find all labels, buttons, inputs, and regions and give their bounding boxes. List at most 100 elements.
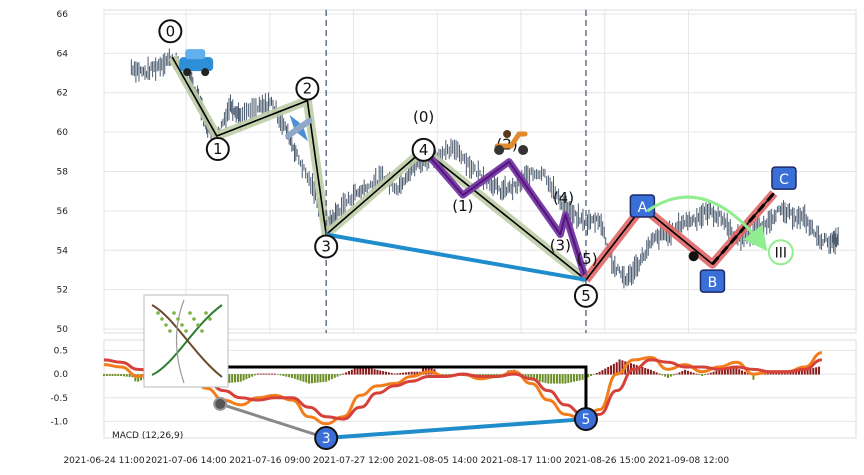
histogram-bar	[259, 373, 262, 375]
histogram-bar	[356, 367, 359, 375]
histogram-bar	[715, 370, 718, 375]
car-wheel	[183, 68, 192, 77]
roman-label-circle	[767, 239, 794, 266]
car-body	[179, 57, 214, 72]
histogram-bar	[689, 371, 692, 375]
x-tick-label: 2021-07-16 09:00	[229, 456, 310, 466]
histogram-bar	[806, 369, 809, 375]
histogram-bar	[684, 369, 687, 375]
histogram-bar	[285, 374, 288, 377]
histogram-bar	[117, 374, 120, 377]
car-wheel	[201, 68, 210, 77]
wave-label: 2	[303, 80, 313, 98]
histogram-bar	[533, 374, 536, 381]
sub-wave-label: (1)	[452, 197, 473, 215]
histogram-bar	[723, 369, 726, 375]
price-tick-label: 54	[57, 246, 69, 256]
histogram-bar	[134, 374, 137, 382]
histogram-bar	[800, 370, 803, 375]
histogram-bar	[564, 374, 567, 384]
histogram-bar	[342, 373, 345, 375]
histogram-bar	[105, 374, 108, 377]
black-dot	[688, 251, 699, 262]
black-connector	[206, 365, 588, 420]
histogram-bar	[729, 368, 732, 375]
histogram-bar	[111, 374, 114, 377]
histogram-bar	[253, 374, 256, 376]
histogram-bar	[741, 370, 744, 375]
thumbnail-dot	[200, 329, 204, 333]
wave-label: 3	[321, 238, 331, 256]
x-axis: 2021-06-24 11:00 2021-07-06 14:00 2021-07-…	[63, 456, 729, 466]
histogram-bar	[555, 374, 558, 384]
histogram-bar	[279, 374, 282, 376]
correction-label: A	[638, 200, 648, 216]
price-tick-label: 50	[57, 325, 69, 335]
histogram-bar	[607, 366, 610, 375]
macd-wave-marker-label: 5	[582, 412, 591, 428]
histogram-bar	[704, 374, 707, 376]
x-tick-label: 2021-06-24 11:00	[63, 456, 144, 466]
wave-c-dashed	[711, 192, 776, 266]
histogram-bar	[610, 365, 613, 375]
x-tick-label: 2021-08-17 11:00	[480, 456, 561, 466]
histogram-bar	[530, 374, 533, 380]
x-tick-label: 2021-08-26 15:00	[564, 456, 645, 466]
x-tick-label: 2021-07-06 14:00	[145, 456, 226, 466]
roman-label: III	[775, 245, 787, 261]
macd-panel: -1.0 -0.5 0.0 0.5 MACD (12,26,9)	[50, 339, 857, 441]
histogram-bar	[652, 371, 655, 375]
histogram-bar	[712, 371, 715, 375]
sub-wave-label: (3)	[550, 237, 571, 255]
histogram-bar	[581, 374, 584, 380]
histogram-bar	[128, 374, 131, 377]
histogram-bar	[385, 371, 387, 375]
histogram-bar	[667, 374, 669, 378]
histogram-bar	[328, 374, 331, 381]
correction-label: C	[779, 172, 789, 188]
histogram-bar	[396, 373, 399, 375]
histogram-bar	[114, 374, 117, 377]
histogram-bar	[416, 371, 419, 375]
histogram-bar	[345, 372, 348, 375]
histogram-bar	[763, 372, 766, 375]
histogram-bar	[695, 373, 698, 375]
histogram-bar	[373, 369, 376, 375]
histogram-bar	[812, 367, 815, 375]
wave-line-sub-wave	[422, 149, 587, 281]
histogram-bar	[108, 374, 111, 377]
sub-wave-label: (4)	[553, 189, 574, 207]
thumbnail-dot	[184, 329, 188, 333]
histogram-bar	[125, 374, 128, 377]
histogram-bar	[245, 374, 248, 380]
histogram-bar	[669, 374, 672, 377]
wave-label-circle	[314, 234, 339, 259]
histogram-bar	[675, 373, 678, 375]
histogram-bar	[735, 367, 738, 375]
histogram-bar	[752, 374, 755, 380]
histogram-bar	[293, 374, 296, 379]
histogram-bar	[561, 374, 564, 384]
histogram-bar	[322, 374, 325, 383]
macd-wave-marker-label: 3	[322, 431, 331, 447]
x-tick-label: 2021-09-08 12:00	[648, 456, 729, 466]
thumbnail-dot	[176, 317, 180, 321]
histogram-bar	[587, 374, 590, 378]
histogram-bar	[288, 374, 291, 378]
histogram-bar	[316, 374, 319, 383]
macd-trendline	[326, 417, 587, 440]
macd-wave-marker	[314, 426, 339, 450]
histogram-bar	[570, 374, 573, 383]
wave-label-circle	[295, 76, 320, 101]
histogram-bar	[251, 374, 254, 377]
thumbnail-dot	[196, 323, 200, 327]
histogram-bar	[330, 374, 333, 380]
histogram-bar	[638, 366, 641, 375]
histogram-bar	[336, 374, 339, 377]
scooter-wheel	[518, 144, 529, 155]
gray-connector	[219, 402, 327, 440]
histogram-bar	[766, 372, 769, 375]
thumbnail-dot	[156, 311, 160, 315]
price-tick-label: 58	[57, 168, 69, 178]
